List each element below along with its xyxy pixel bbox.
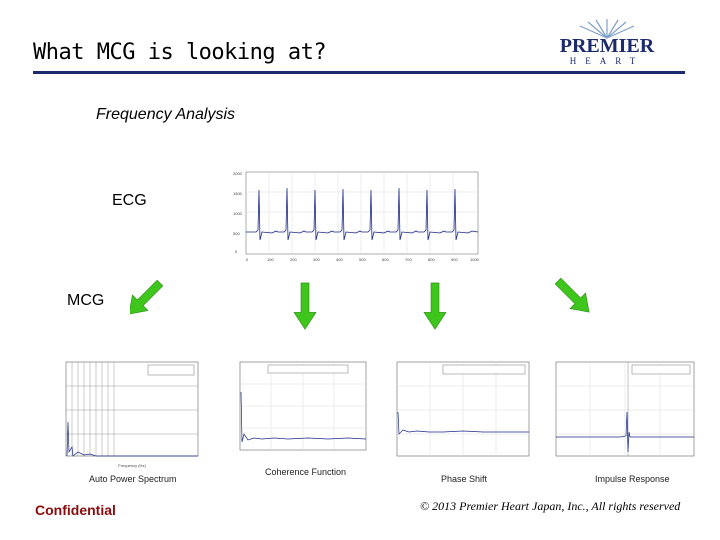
svg-text:800: 800 [428,257,435,262]
svg-text:2000: 2000 [233,171,243,176]
svg-text:600: 600 [382,257,389,262]
svg-text:1000: 1000 [470,257,480,262]
svg-text:Frequency (Hz): Frequency (Hz) [118,463,146,468]
ecg-label: ECG [112,192,147,209]
copyright-notice: © 2013 Premier Heart Japan, Inc., All ri… [420,499,681,513]
svg-text:400: 400 [336,257,343,262]
phase-shift-chart [383,352,533,470]
coherence-function-caption: Coherence Function [265,467,347,477]
auto-power-spectrum-chart: Frequency (Hz) [52,352,202,470]
title-underline [33,71,685,74]
arrows-group [130,275,598,330]
ecg-trace [246,187,479,241]
impulse-response-caption: Impulse Response [595,474,670,484]
svg-text:0: 0 [235,249,238,254]
svg-text:200: 200 [290,257,297,262]
logo-wordmark: PREMIER [560,35,655,57]
ecg-chart: 2000 1500 1000 500 0 0 100 200 300 400 500 600 700… [232,160,480,265]
green-arrow-icon [423,282,447,330]
mcg-label: MCG [67,292,105,309]
svg-text:500: 500 [359,257,366,262]
svg-text:900: 900 [451,257,458,262]
svg-text:700: 700 [405,257,412,262]
svg-text:100: 100 [267,257,274,262]
frequency-analysis-label: Frequency Analysis [96,106,236,123]
svg-text:1000: 1000 [233,211,243,216]
auto-power-spectrum-caption: Auto Power Spectrum [89,474,177,484]
green-arrow-icon [549,275,598,321]
green-arrow-icon [130,275,169,323]
svg-text:300: 300 [313,257,320,262]
phase-shift-caption: Phase Shift [441,474,488,484]
svg-text:1500: 1500 [233,191,243,196]
svg-text:0: 0 [246,257,249,262]
impulse-response-chart [540,352,698,470]
slide-title: What MCG is looking at? [33,40,327,65]
green-arrow-icon [293,282,317,330]
svg-text:500: 500 [233,231,240,236]
premier-heart-logo: PREMIER HEART [560,19,655,66]
confidential-label: Confidential [35,502,116,518]
coherence-function-chart [228,352,368,462]
logo-subtext: HEART [570,56,644,66]
